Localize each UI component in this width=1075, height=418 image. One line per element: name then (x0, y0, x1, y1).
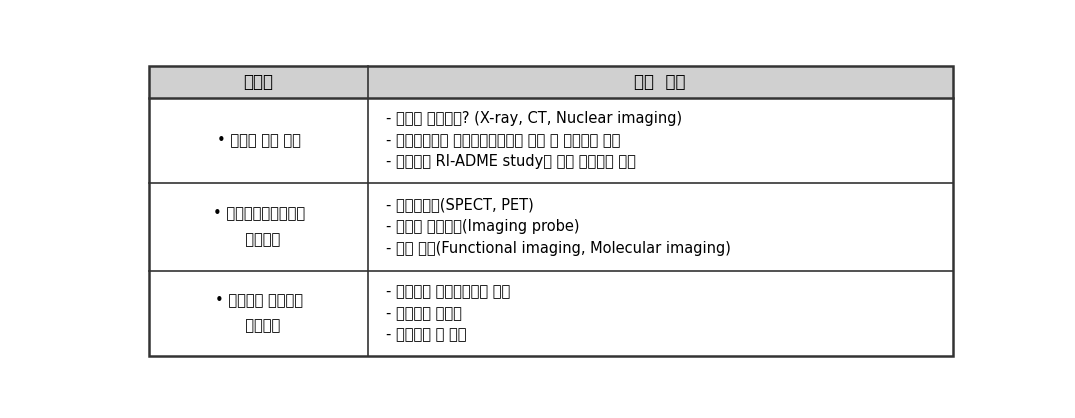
Bar (149, 98, 368, 183)
Text: - 영상장비활용 방사성동위원소의 특성 및 영상화제 개발: - 영상장비활용 방사성동위원소의 특성 및 영상화제 개발 (386, 133, 620, 148)
Text: - 핵의학영상(SPECT, PET): - 핵의학영상(SPECT, PET) (386, 197, 534, 212)
Text: - 영상기반 RI-ADME study를 위한 영상화제 연구: - 영상기반 RI-ADME study를 위한 영상화제 연구 (386, 154, 636, 169)
Text: 영상기법: 영상기법 (236, 232, 281, 247)
Bar (368, 271, 952, 356)
Text: • 방사선 영상 개요: • 방사선 영상 개요 (217, 133, 301, 148)
Bar (368, 183, 952, 271)
Bar (149, 66, 368, 98)
Text: - 영상 기법(Functional imaging, Molecular imaging): - 영상 기법(Functional imaging, Molecular im… (386, 241, 731, 256)
Text: - 핵의학 영상화제(Imaging probe): - 핵의학 영상화제(Imaging probe) (386, 219, 579, 234)
Bar (368, 98, 952, 183)
Text: 주요  내용: 주요 내용 (634, 73, 686, 91)
Text: - 시험물질 체내거동추적 영상: - 시험물질 체내거동추적 영상 (386, 285, 511, 300)
Text: 평가기법: 평가기법 (236, 319, 281, 334)
Bar (149, 183, 368, 271)
Bar (149, 271, 368, 356)
Text: • 방사성동위원소기반: • 방사성동위원소기반 (213, 206, 304, 221)
Text: - 다이나믹 이미징: - 다이나믹 이미징 (386, 306, 462, 321)
Text: • 영상기반 체내거동: • 영상기반 체내거동 (215, 293, 302, 308)
Text: - 방사선 영상이란? (X-ray, CT, Nuclear imaging): - 방사선 영상이란? (X-ray, CT, Nuclear imaging) (386, 111, 683, 126)
Text: - 영상분석 및 해석: - 영상분석 및 해석 (386, 327, 467, 342)
Text: 교육명: 교육명 (244, 73, 274, 91)
Bar (368, 66, 952, 98)
